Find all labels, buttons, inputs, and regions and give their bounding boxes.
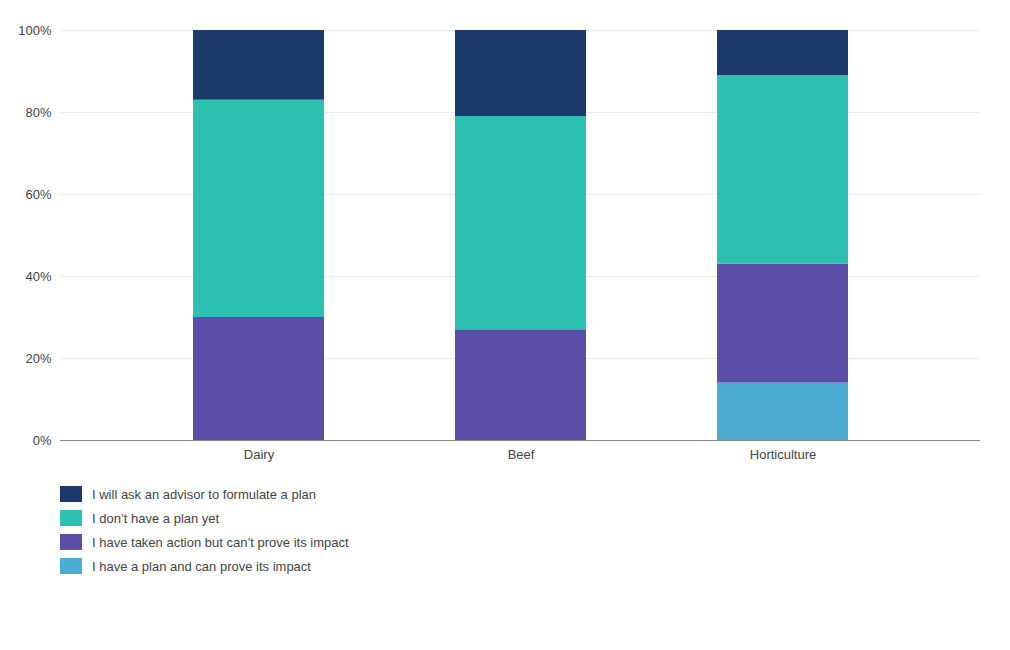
- html-text:I have a plan and can prove it: I have a plan and can prove its impact: [92, 558, 311, 574]
- svg-text:60%: 60%: [25, 187, 51, 202]
- html-text:I have taken action but can’t: I have taken action but can’t prove its …: [92, 534, 349, 550]
- svg-text:Horticulture: Horticulture: [750, 447, 816, 462]
- svg-text:100%: 100%: [18, 23, 52, 38]
- html-text:I will ask an advisor to formu: I will ask an advisor to formulate a pla…: [92, 486, 316, 502]
- svg-text:Beef: Beef: [508, 447, 535, 462]
- svg-text:0%: 0%: [33, 433, 52, 448]
- svg-text:40%: 40%: [25, 269, 51, 284]
- svg-text:80%: 80%: [25, 105, 51, 120]
- svg-text:20%: 20%: [25, 351, 51, 366]
- svg-text:Dairy: Dairy: [244, 447, 275, 462]
- html-text:I don’t have a plan yet: I don’t have a plan yet: [92, 510, 220, 526]
